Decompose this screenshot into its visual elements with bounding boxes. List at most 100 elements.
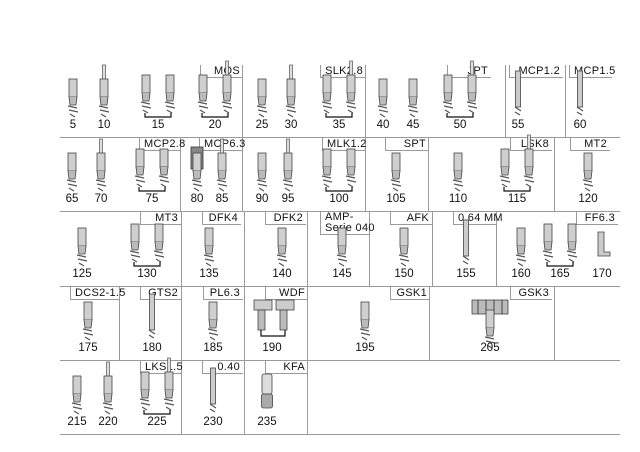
item-number: 115 [507, 193, 527, 205]
series-label: MCP6.3 [199, 138, 245, 151]
item-number: 140 [272, 268, 292, 280]
item-number: 35 [332, 119, 346, 131]
terminal-group-cell [182, 361, 245, 435]
series-label: MLK1.2 [322, 138, 366, 151]
item-number: 40 [376, 119, 390, 131]
item-number: 80 [190, 193, 204, 205]
terminal-group-cell [60, 287, 120, 361]
series-label: GTS2 [140, 287, 181, 300]
item-number: 70 [94, 193, 108, 205]
terminal-group-cell [245, 361, 308, 435]
series-label: MCP2.8 [139, 138, 185, 151]
series-label: JPT [447, 65, 491, 78]
series-label: FF6.3 [576, 212, 618, 225]
series-label: MT2 [570, 138, 610, 151]
terminal-group-cell [366, 138, 429, 212]
terminal-group-cell [60, 361, 182, 435]
terminal-group-cell [60, 212, 182, 287]
series-label: MCP1.2 [509, 65, 563, 78]
item-number: 165 [550, 268, 570, 280]
item-number: 170 [592, 268, 612, 280]
terminal-group-cell [181, 138, 243, 212]
terminal-group-cell [60, 65, 243, 138]
terminal-group-cell [243, 138, 366, 212]
series-label: 0.40 [202, 361, 243, 374]
terminal-group-cell [555, 138, 620, 212]
item-number: 105 [386, 193, 406, 205]
item-number: 230 [203, 416, 223, 428]
item-number: 5 [69, 119, 77, 131]
terminal-group-cell [429, 138, 555, 212]
item-number: 160 [511, 268, 531, 280]
terminal-group-cell [308, 287, 430, 361]
series-label: LSK8 [510, 138, 552, 151]
series-label: DFK4 [202, 212, 241, 225]
item-number: 95 [281, 193, 295, 205]
item-number: 180 [142, 342, 162, 354]
terminal-group-cell [245, 287, 308, 361]
series-label: DCS2-1.5 [70, 287, 125, 300]
terminal-group-cell [182, 287, 245, 361]
item-number: 100 [329, 193, 349, 205]
series-label: LKS1.5 [140, 361, 183, 374]
item-number: 175 [78, 342, 98, 354]
item-number: 145 [332, 268, 352, 280]
series-label: GSK1 [390, 287, 430, 300]
series-label: SLK2.8 [320, 65, 366, 78]
terminal-group-cell [308, 212, 370, 287]
item-number: 155 [456, 268, 476, 280]
series-label: MT3 [140, 212, 181, 225]
item-number: 25 [255, 119, 269, 131]
item-number: 110 [448, 193, 468, 205]
item-number: 205 [480, 342, 500, 354]
series-label: SPT [385, 138, 429, 151]
item-number: 190 [262, 342, 282, 354]
item-number: 220 [98, 416, 118, 428]
item-number: 65 [65, 193, 79, 205]
item-number: 225 [147, 416, 167, 428]
item-number: 90 [255, 193, 269, 205]
item-number: 215 [67, 416, 87, 428]
terminal-group-cell [433, 212, 497, 287]
item-number: 125 [72, 268, 92, 280]
item-number: 55 [511, 119, 525, 131]
series-label: KFA [265, 361, 308, 374]
terminal-group-cell [430, 287, 555, 361]
series-label: MQS [200, 65, 243, 78]
series-label: PL6.3 [203, 287, 243, 300]
item-number: 50 [453, 119, 467, 131]
terminal-group-cell [243, 65, 366, 138]
item-number: 30 [284, 119, 298, 131]
item-number: 85 [215, 193, 229, 205]
series-label: WDF [265, 287, 308, 300]
item-number: 185 [203, 342, 223, 354]
item-number: 10 [97, 119, 111, 131]
series-label: GSK3 [510, 287, 552, 300]
terminal-group-cell [506, 65, 566, 138]
series-label: AMP- Serie 040 [320, 212, 374, 235]
terminal-group-cell [566, 65, 620, 138]
series-label: DFK2 [265, 212, 306, 225]
terminal-group-cell [245, 212, 308, 287]
item-number: 195 [355, 342, 375, 354]
terminal-group-cell [366, 65, 506, 138]
item-number: 45 [406, 119, 420, 131]
terminal-group-cell [308, 361, 620, 435]
item-number: 120 [578, 193, 598, 205]
item-number: 235 [257, 416, 277, 428]
item-number: 20 [208, 119, 222, 131]
series-label: 0.64 MM [453, 212, 503, 225]
item-number: 130 [137, 268, 157, 280]
item-number: 15 [151, 119, 165, 131]
item-number: 75 [145, 193, 159, 205]
terminal-group-cell [555, 287, 620, 361]
terminal-group-cell [182, 212, 245, 287]
item-number: 135 [199, 268, 219, 280]
item-number: 150 [394, 268, 414, 280]
terminal-group-cell [370, 212, 433, 287]
item-number: 60 [573, 119, 587, 131]
terminal-group-cell [497, 212, 620, 287]
series-label: AFK [390, 212, 432, 225]
terminal-group-cell [60, 138, 181, 212]
terminal-group-cell [120, 287, 182, 361]
